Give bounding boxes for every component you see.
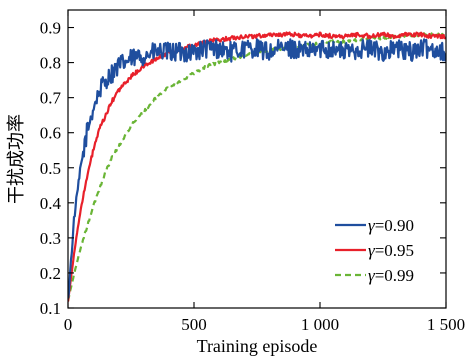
x-tick-label: 1 000 bbox=[301, 315, 339, 334]
y-tick-label: 0.4 bbox=[40, 194, 62, 213]
y-tick-label: 0.1 bbox=[40, 299, 61, 318]
legend-value: =0.95 bbox=[375, 241, 414, 260]
y-tick-label: 0.3 bbox=[40, 229, 61, 248]
series-line bbox=[68, 31, 446, 302]
plot-frame bbox=[67, 9, 447, 309]
y-tick-label: 0.9 bbox=[40, 19, 61, 38]
x-tick-label: 500 bbox=[181, 315, 207, 334]
legend: γ=0.90γ=0.95γ=0.99 bbox=[335, 216, 414, 285]
x-tick-label: 1 500 bbox=[427, 315, 465, 334]
y-axis-label: 干扰成功率 bbox=[6, 114, 26, 204]
x-axis-label: Training episode bbox=[197, 336, 318, 356]
y-tick-label: 0.7 bbox=[40, 89, 62, 108]
y-tick-label: 0.6 bbox=[40, 124, 61, 143]
y-tick-label: 0.8 bbox=[40, 54, 61, 73]
legend-label: γ=0.90 bbox=[368, 216, 414, 235]
legend-symbol: γ bbox=[368, 241, 376, 260]
legend-label: γ=0.95 bbox=[368, 241, 414, 260]
legend-value: =0.99 bbox=[375, 266, 414, 285]
y-tick-label: 0.2 bbox=[40, 264, 61, 283]
y-tick-label: 0.5 bbox=[40, 159, 61, 178]
series-line bbox=[68, 32, 446, 302]
legend-symbol: γ bbox=[368, 216, 376, 235]
legend-symbol: γ bbox=[368, 266, 376, 285]
x-tick-label: 0 bbox=[64, 315, 73, 334]
series-layer bbox=[68, 31, 446, 302]
legend-label: γ=0.99 bbox=[368, 266, 414, 285]
axis-layer: 0 500 1 000 1 500 0.1 0.2 0.3 0.4 0.5 0.6 0.7 0.8 0.… bbox=[40, 10, 465, 334]
series-line bbox=[68, 38, 446, 299]
legend-value: =0.90 bbox=[375, 216, 414, 235]
